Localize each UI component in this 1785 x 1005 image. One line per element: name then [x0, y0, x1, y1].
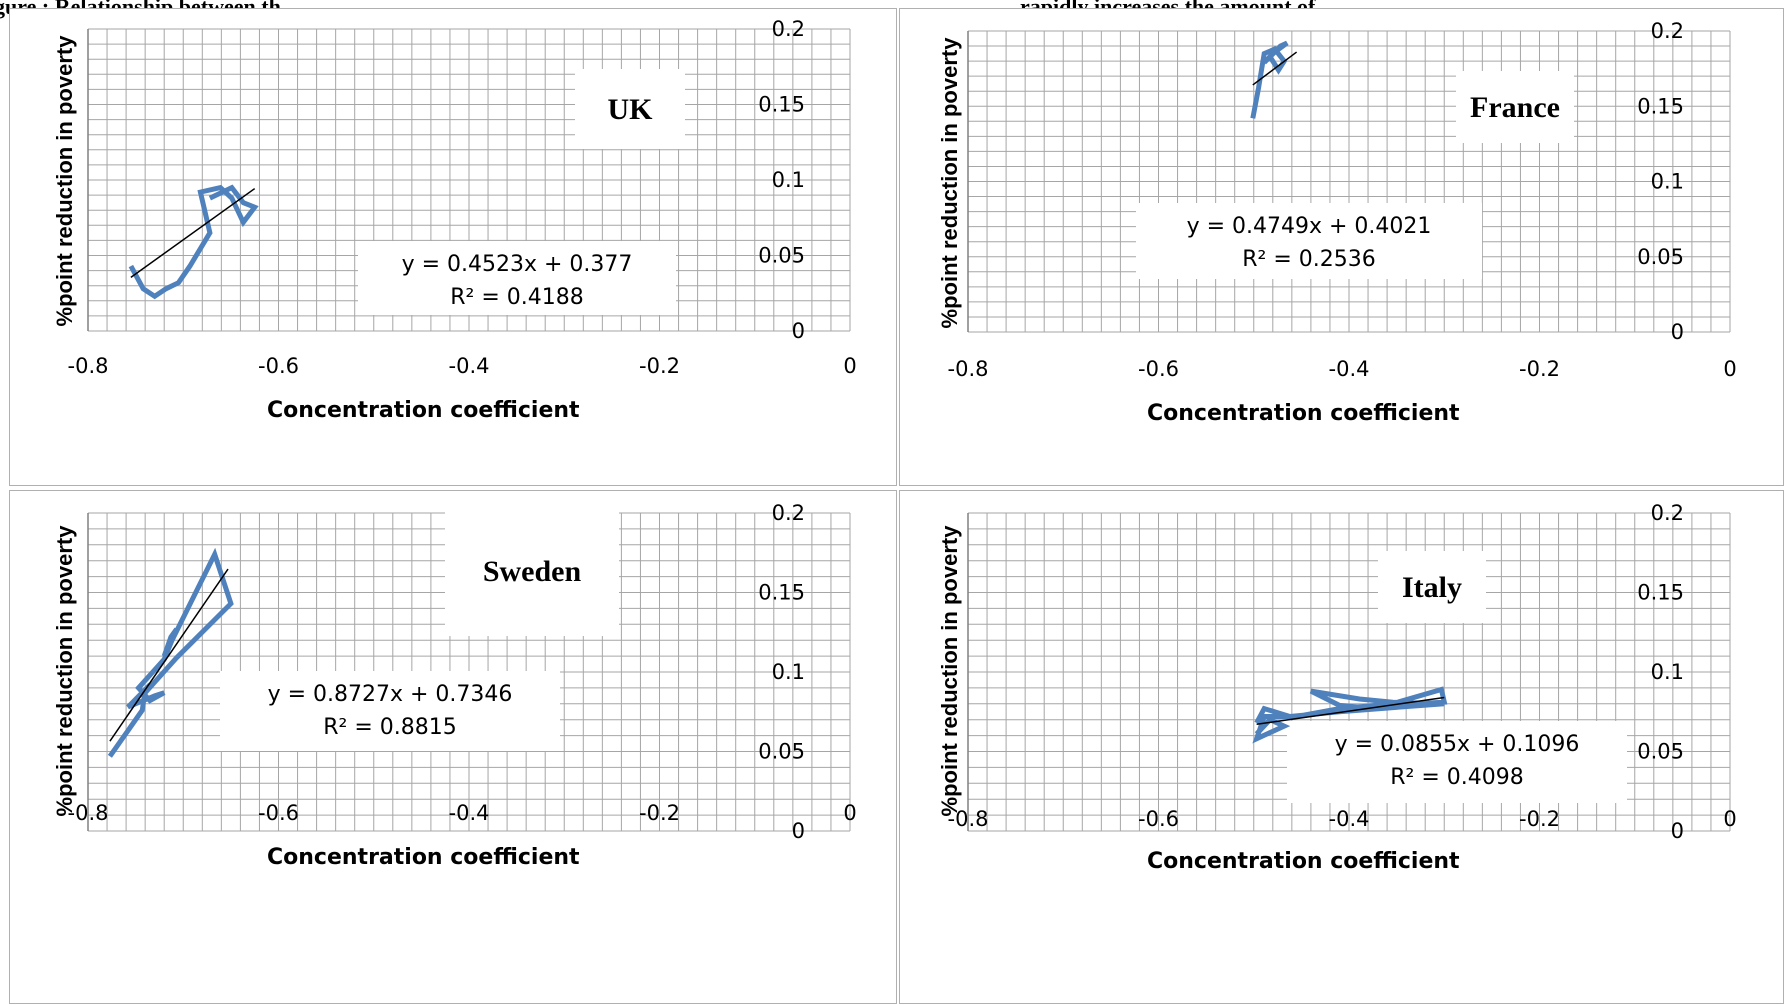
trendline-equation: y = 0.8727x + 0.7346 [268, 682, 513, 707]
x-tick-label: -0.8 [948, 357, 989, 381]
trendline-r2: R² = 0.8815 [323, 715, 457, 740]
y-tick-label: 0.15 [758, 581, 805, 605]
y-tick-label: 0 [1671, 819, 1684, 843]
y-tick-label: 0 [1671, 320, 1684, 344]
x-tick-label: -0.4 [1329, 807, 1370, 831]
y-tick-label: 0.15 [1637, 94, 1684, 118]
y-tick-label: 0.15 [758, 93, 805, 117]
x-tick-label: -0.2 [639, 354, 680, 378]
gridlines [87, 28, 851, 332]
y-tick-label: 0.05 [758, 740, 805, 764]
trendline-r2: R² = 0.4188 [450, 285, 584, 310]
x-tick-label: -0.8 [948, 807, 989, 831]
x-tick-label: -0.2 [1519, 807, 1560, 831]
x-tick-label: -0.8 [68, 354, 109, 378]
data-series-line [128, 184, 259, 300]
trendline [1252, 51, 1298, 86]
x-tick-label: -0.4 [449, 354, 490, 378]
chart-panel-uk: UK y = 0.4523x + 0.377 R² = 0.4188 0 0.05 0.1… [9, 8, 897, 486]
data-series-line [1250, 40, 1289, 119]
x-tick-label: 0 [843, 801, 856, 825]
x-axis-title: Concentration coefficient [1147, 401, 1460, 426]
gridlines [967, 30, 1731, 333]
x-tick-label: -0.4 [1329, 357, 1370, 381]
y-axis-title: %point reduction in poverty [937, 37, 962, 329]
x-tick-label: -0.6 [258, 354, 299, 378]
chart-panel-france: France y = 0.4749x + 0.4021 R² = 0.2536 0 0.… [899, 8, 1784, 486]
x-tick-label: 0 [843, 354, 856, 378]
chart-svg: UK y = 0.4523x + 0.377 R² = 0.4188 0 0.05 0.1… [52, 17, 857, 423]
trendline [1256, 696, 1445, 726]
chart-panel-italy: Italy y = 0.0855x + 0.1096 R² = 0.4098 0 0.0… [899, 490, 1784, 1004]
country-label: France [1470, 91, 1560, 124]
equation-box [1287, 721, 1627, 803]
y-tick-label: 0 [792, 319, 805, 343]
y-tick-label: 0.1 [1651, 170, 1684, 194]
chart-svg: France y = 0.4749x + 0.4021 R² = 0.2536 0 0.… [937, 19, 1737, 426]
equation-box [220, 671, 560, 751]
x-tick-label: -0.2 [1519, 357, 1560, 381]
country-label: UK [608, 93, 654, 126]
equation-box [358, 241, 676, 315]
trendline [130, 187, 256, 278]
x-axis-title: Concentration coefficient [267, 398, 580, 423]
x-tick-label: -0.6 [1138, 807, 1179, 831]
y-axis-title: %point reduction in poverty [52, 525, 77, 817]
x-tick-label: 0 [1723, 807, 1736, 831]
x-tick-label: -0.2 [639, 801, 680, 825]
trendline-r2: R² = 0.4098 [1390, 765, 1524, 790]
x-tick-label: -0.4 [449, 801, 490, 825]
chart-panel-sweden: Sweden y = 0.8727x + 0.7346 R² = 0.8815 0 0.… [9, 490, 897, 1004]
y-tick-label: 0.1 [772, 660, 805, 684]
x-axis-title: Concentration coefficient [267, 845, 580, 870]
x-axis-title: Concentration coefficient [1147, 849, 1460, 874]
country-label: Italy [1402, 571, 1462, 604]
chart-svg: Sweden y = 0.8727x + 0.7346 R² = 0.8815 0 0.… [52, 501, 857, 870]
y-axis-title: %point reduction in poverty [52, 35, 77, 327]
country-label-box [575, 69, 685, 149]
y-tick-label: 0.05 [1637, 245, 1684, 269]
trendline-equation: y = 0.4523x + 0.377 [402, 252, 633, 277]
trendline-equation: y = 0.0855x + 0.1096 [1335, 732, 1580, 757]
trendline-equation: y = 0.4749x + 0.4021 [1187, 214, 1432, 239]
y-tick-label: 0 [792, 819, 805, 843]
y-tick-label: 0.2 [772, 501, 805, 525]
y-axis-title: %point reduction in poverty [937, 525, 962, 817]
chart-svg: Italy y = 0.0855x + 0.1096 R² = 0.4098 0 0.0… [937, 501, 1737, 874]
country-label-box [1378, 551, 1486, 623]
y-tick-label: 0.2 [772, 17, 805, 41]
trendline [109, 568, 229, 742]
y-tick-label: 0.1 [772, 168, 805, 192]
x-tick-label: -0.8 [68, 801, 109, 825]
y-tick-label: 0.2 [1651, 501, 1684, 525]
equation-box [1136, 203, 1482, 279]
country-label-box [445, 506, 619, 636]
data-series-line [107, 547, 234, 758]
y-tick-label: 0.05 [1637, 740, 1684, 764]
country-label-box [1456, 71, 1574, 143]
gridlines [87, 512, 851, 832]
y-tick-label: 0.15 [1637, 581, 1684, 605]
x-tick-label: -0.6 [1138, 357, 1179, 381]
y-tick-label: 0.1 [1651, 660, 1684, 684]
trendline-r2: R² = 0.2536 [1242, 247, 1376, 272]
country-label: Sweden [483, 555, 582, 588]
x-tick-label: 0 [1723, 357, 1736, 381]
y-tick-label: 0.2 [1651, 19, 1684, 43]
y-tick-label: 0.05 [758, 244, 805, 268]
x-tick-label: -0.6 [258, 801, 299, 825]
